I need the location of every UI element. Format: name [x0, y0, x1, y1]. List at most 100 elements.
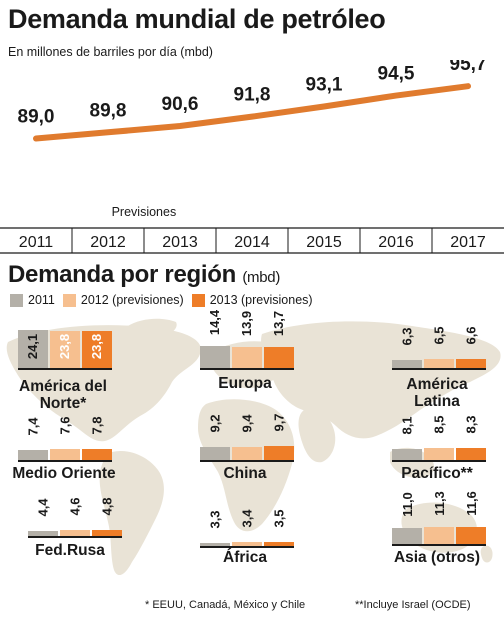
data-label-2017: 95,7: [450, 60, 487, 75]
region-bars: 24,1 23,8 23,8: [18, 330, 112, 370]
region-bars: 8,1 8,5 8,3: [392, 415, 486, 462]
bar-label-asia-otros-2013: 11,6: [463, 491, 479, 516]
bar-label-fed-rusa-2013: 4,8: [99, 497, 115, 516]
region-baseline: [200, 368, 294, 370]
bar-fed-rusa-2011: [28, 530, 58, 538]
x-tick-2011: 2011: [19, 234, 54, 251]
region-bars: 3,3 3,4 3,5: [200, 510, 294, 548]
region-label-america-del-norte: América del Norte*: [19, 378, 107, 412]
bar-am-rica-del-norte-2013: [82, 330, 112, 370]
chart-title: Demanda mundial de petróleo: [8, 4, 386, 34]
legend-item-2012: 2012 (previsiones): [62, 293, 184, 307]
region-china: 9,2 9,4 9,7: [200, 413, 294, 462]
bar-europa-2013: [264, 347, 294, 370]
data-label-2012: 89,8: [90, 100, 127, 121]
data-label-2014: 91,8: [234, 85, 271, 106]
bar-am-rica-latina-2012: [424, 359, 454, 370]
legend-label-2012: 2012 (previsiones): [80, 293, 184, 307]
region-america-del-norte: 24,1 23,8 23,8: [18, 330, 112, 370]
bar-fed-rusa-2013: [92, 530, 122, 538]
bar-pac-fico-2013: [456, 448, 486, 462]
bar-asia-otros-2011: [392, 527, 422, 546]
bar-frica-2011: [200, 542, 230, 548]
bar-asia-otros-2013: [456, 526, 486, 546]
bar-frica-2013: [264, 542, 294, 548]
bar-label-pac-fico-2012: 8,5: [431, 415, 447, 434]
region-baseline: [200, 460, 294, 462]
legend-label-2013: 2013 (previsiones): [209, 293, 313, 307]
bar-label-frica-2012: 3,4: [239, 509, 255, 528]
bar-label-china-2011: 9,2: [207, 414, 223, 433]
region-label-china: China: [223, 465, 267, 482]
legend-swatch-2012: [62, 293, 76, 307]
bar-label-pac-fico-2013: 8,3: [463, 415, 479, 434]
bar-label-frica-2011: 3,3: [207, 510, 223, 529]
region-label-america-latina: América Latina: [406, 376, 468, 410]
region-baseline: [28, 536, 122, 538]
bar-label-am-rica-del-norte-2013: 23,8: [89, 334, 105, 360]
footnote-pacific: **Incluye Israel (OCDE): [355, 599, 471, 611]
bar-frica-2012: [232, 542, 262, 548]
legend: 2011 2012 (previsiones) 2013 (previsione…: [10, 292, 321, 308]
region-baseline: [392, 368, 486, 370]
bar-am-rica-latina-2011: [392, 359, 422, 370]
data-label-2016: 94,5: [378, 64, 415, 85]
region-section-unit: (mbd): [242, 269, 281, 286]
demand-line: [33, 83, 471, 142]
region-baseline: [392, 544, 486, 546]
bar-label-europa-2011: 14,4: [207, 310, 223, 336]
bar-label-medio-oriente-2013: 7,8: [89, 416, 105, 435]
region-america-latina: 6,3 6,5 6,6: [392, 327, 486, 370]
bar-label-am-rica-latina-2012: 6,5: [431, 326, 447, 345]
region-label-africa: África: [223, 549, 267, 566]
bar-europa-2012: [232, 347, 262, 370]
region-baseline: [392, 460, 486, 462]
bar-label-fed-rusa-2012: 4,6: [67, 497, 83, 516]
bar-label-asia-otros-2012: 11,3: [431, 491, 447, 517]
x-tick-2014: 2014: [234, 234, 270, 251]
region-baseline: [200, 546, 294, 548]
bar-label-am-rica-del-norte-2012: 23,8: [57, 334, 73, 360]
bar-label-china-2013: 9,7: [271, 413, 287, 432]
region-africa: 3,3 3,4 3,5: [200, 510, 294, 548]
region-asia-otros: 11,0 11,3 11,6: [392, 491, 486, 546]
bar-label-europa-2012: 13,9: [239, 310, 255, 337]
bar-medio-oriente-2011: [18, 449, 48, 462]
bar-am-rica-latina-2013: [456, 359, 486, 370]
data-label-2011: 89,0: [18, 107, 55, 128]
region-pacifico: 8,1 8,5 8,3: [392, 415, 486, 462]
region-section-title: Demanda por región (mbd): [8, 261, 280, 289]
bar-label-china-2012: 9,4: [239, 413, 255, 433]
bar-label-pac-fico-2011: 8,1: [399, 416, 415, 435]
data-label-2013: 90,6: [162, 94, 199, 115]
bar-china-2013: [264, 446, 294, 462]
region-baseline: [18, 460, 112, 462]
region-bars: 9,2 9,4 9,7: [200, 413, 294, 462]
legend-item-2011: 2011: [10, 293, 55, 307]
region-bars: 6,3 6,5 6,6: [392, 327, 486, 370]
bar-label-am-rica-latina-2011: 6,3: [399, 327, 415, 346]
region-section-label: Demanda por región: [8, 261, 236, 288]
x-tick-2016: 2016: [378, 234, 414, 251]
region-europa: 14,4 13,9 13,7: [200, 310, 294, 370]
line-chart: 89,0 89,8 90,6 91,8 93,1 94,5 95,7 Previsiones 2…: [0, 60, 504, 254]
legend-swatch-2013: [191, 293, 205, 307]
legend-label-2011: 2011: [28, 293, 55, 307]
bar-pac-fico-2011: [392, 448, 422, 462]
region-bars: 11,0 11,3 11,6: [392, 491, 486, 546]
x-tick-2013: 2013: [162, 234, 198, 251]
bar-label-frica-2013: 3,5: [271, 509, 287, 528]
region-label-pacifico: Pacífico**: [401, 465, 473, 482]
region-label-europa: Europa: [218, 375, 272, 392]
bar-medio-oriente-2013: [82, 449, 112, 462]
bar-label-am-rica-latina-2013: 6,6: [463, 326, 479, 345]
region-baseline: [18, 368, 112, 370]
x-tick-2017: 2017: [450, 234, 486, 251]
region-bars: 14,4 13,9 13,7: [200, 310, 294, 370]
bar-pac-fico-2012: [424, 447, 454, 462]
data-label-2015: 93,1: [306, 74, 343, 95]
bar-asia-otros-2012: [424, 527, 454, 546]
bar-label-medio-oriente-2012: 7,6: [57, 416, 73, 436]
forecast-annotation: Previsiones: [112, 205, 177, 219]
bar-label-fed-rusa-2011: 4,4: [35, 498, 51, 517]
